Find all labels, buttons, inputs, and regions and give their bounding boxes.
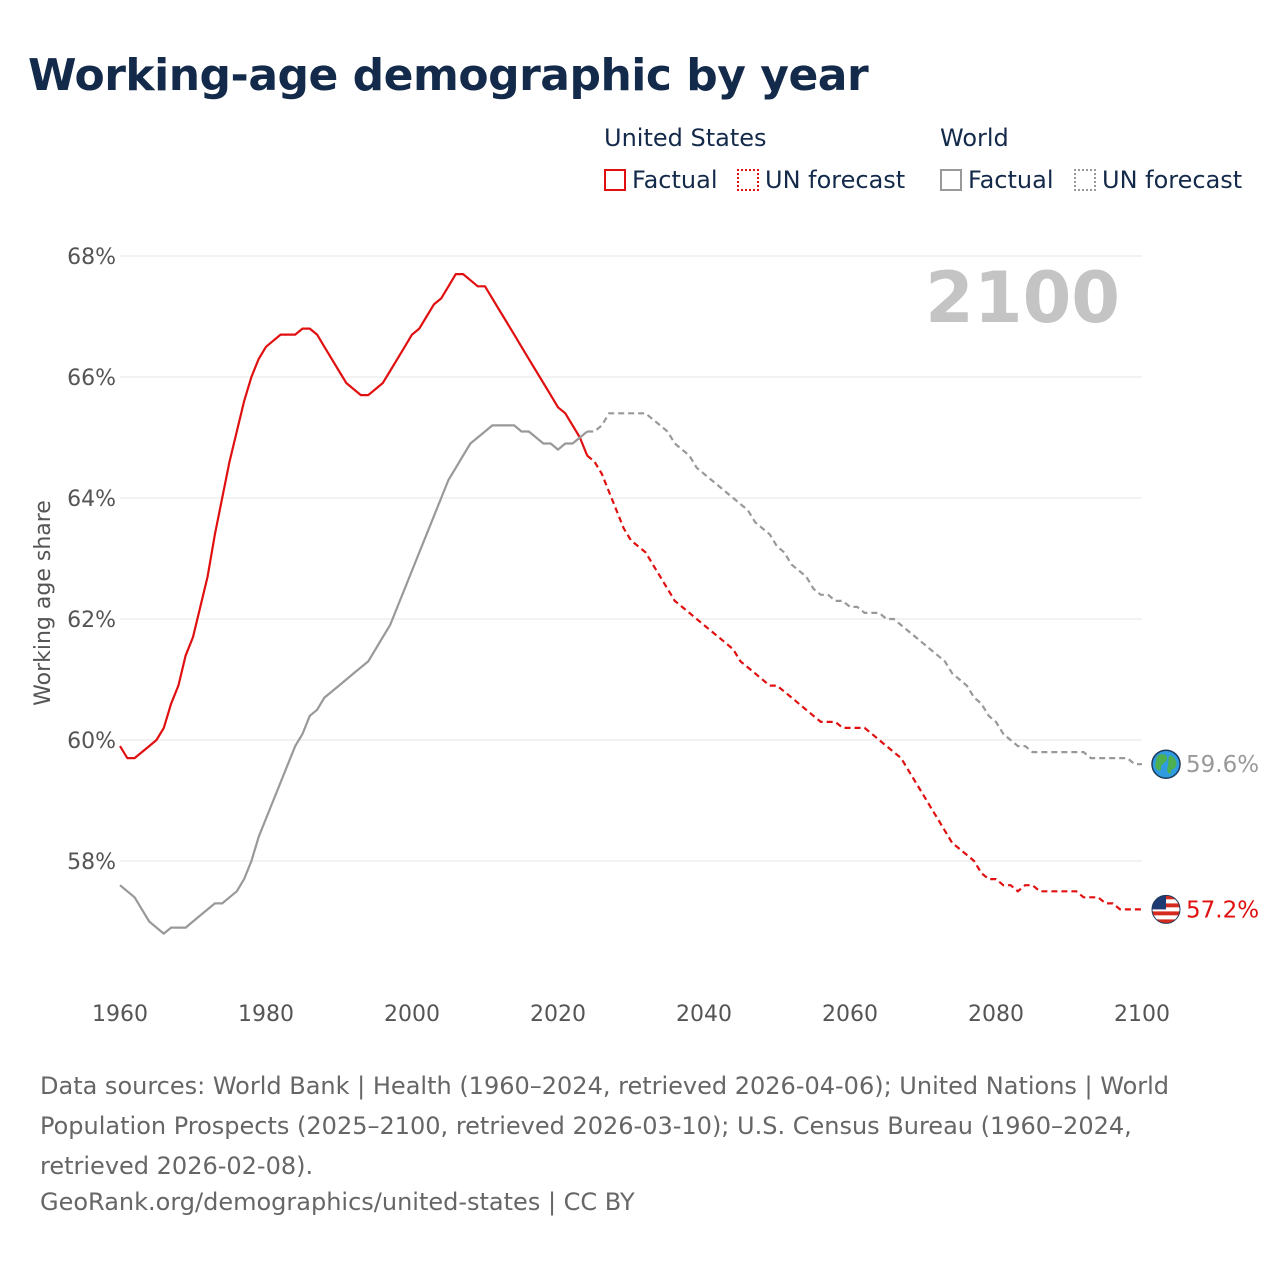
x-tick-label: 2100 xyxy=(1114,1002,1170,1027)
legend-label-world-factual: Factual xyxy=(968,166,1054,194)
y-tick-label: 64% xyxy=(67,487,116,512)
current-year-label: 2100 xyxy=(925,257,1120,339)
legend-label-us-factual: Factual xyxy=(632,166,718,194)
legend-label-us-forecast: UN forecast xyxy=(765,166,906,194)
flag-stripe xyxy=(1152,919,1180,924)
flag-body xyxy=(1152,895,1180,924)
x-tick-label: 1960 xyxy=(92,1002,148,1027)
series-line-us-factual xyxy=(119,273,589,760)
legend-world-factual[interactable]: Factual xyxy=(940,166,1054,194)
attribution[interactable]: GeoRank.org/demographics/united-states |… xyxy=(40,1188,635,1216)
y-tick-label: 58% xyxy=(67,850,116,875)
y-tick-label: 68% xyxy=(67,245,116,270)
y-tick-label: 66% xyxy=(67,366,116,391)
globe-land xyxy=(1155,754,1168,771)
x-tick-label: 1980 xyxy=(238,1002,294,1027)
x-tick-label: 2080 xyxy=(968,1002,1024,1027)
source-note: Data sources: World Bank | Health (1960–… xyxy=(40,1072,1170,1180)
legend-us-factual[interactable]: Factual xyxy=(604,166,718,194)
page-title: Working-age demographic by year xyxy=(28,50,869,101)
x-tick-label: 2060 xyxy=(822,1002,878,1027)
series-line-world-factual xyxy=(119,424,588,935)
legend-heading-us: United States xyxy=(604,124,767,152)
legend-label-world-forecast: UN forecast xyxy=(1102,166,1243,194)
legend-swatch-us-factual xyxy=(604,169,626,191)
x-tick-label: 2040 xyxy=(676,1002,732,1027)
end-value-label-world: 59.6% xyxy=(1186,752,1259,778)
series-line-us-forecast xyxy=(586,454,1142,911)
legend-us-forecast[interactable]: UN forecast xyxy=(737,166,905,194)
y-axis-title: Working age share xyxy=(31,500,56,706)
legend-heading-world: World xyxy=(940,124,1009,152)
flag-stripe xyxy=(1152,911,1180,916)
legend-world-forecast[interactable]: UN forecast xyxy=(1074,166,1242,194)
y-tick-label: 60% xyxy=(67,729,116,754)
y-tick-label: 62% xyxy=(67,608,116,633)
legend-swatch-world-forecast xyxy=(1074,169,1096,191)
globe-land xyxy=(1167,755,1177,774)
globe-icon xyxy=(1151,749,1181,779)
legend-swatch-world-factual xyxy=(940,169,962,191)
end-value-label-us: 57.2% xyxy=(1186,897,1259,923)
series-line-world-forecast xyxy=(587,412,1142,766)
chart-area: 2100 58% 60% 62% 64% 66% 68% 1960 1980 2000 2020 2… xyxy=(31,245,1259,1027)
us-flag-icon xyxy=(1151,894,1181,924)
x-tick-label: 2020 xyxy=(530,1002,586,1027)
x-tick-label: 2000 xyxy=(384,1002,440,1027)
legend-swatch-us-forecast xyxy=(737,169,759,191)
flag-outline xyxy=(1151,894,1181,924)
flag-stripe xyxy=(1152,915,1180,920)
